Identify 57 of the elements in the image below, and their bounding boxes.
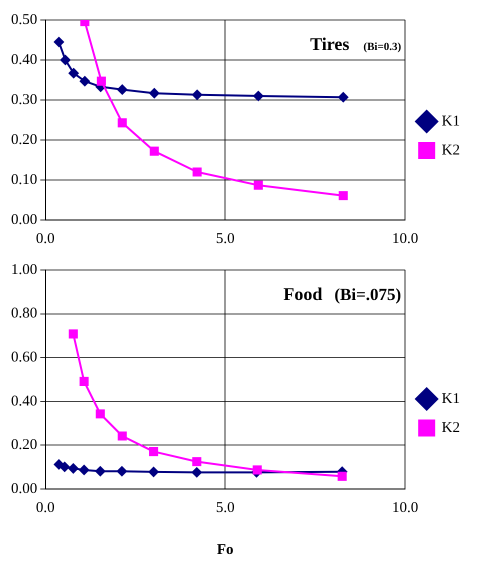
point: [252, 465, 262, 474]
point: [68, 68, 79, 78]
y-tick-label: 0.20: [11, 132, 38, 148]
point: [118, 118, 127, 128]
y-tick-label: 0.60: [11, 350, 38, 366]
point: [80, 376, 89, 386]
x-tick-label: 5.0: [216, 500, 235, 516]
y-tick-label: 0.10: [11, 172, 38, 188]
point: [118, 431, 127, 441]
point: [148, 466, 159, 477]
legend-label: K2: [442, 420, 460, 436]
point: [338, 191, 348, 200]
point: [95, 466, 106, 476]
text: Tires: [310, 34, 350, 54]
y-tick-label: 0.30: [11, 92, 38, 108]
point: [60, 462, 70, 472]
point: [149, 88, 160, 98]
y-tick-label: 0.40: [11, 52, 38, 68]
y-tick-label: 0.80: [11, 306, 38, 322]
point: [68, 463, 78, 474]
point: [192, 467, 202, 478]
point: [192, 90, 202, 100]
point: [338, 92, 348, 102]
point: [254, 180, 263, 190]
x-tick-label: 10.0: [392, 230, 418, 247]
y-tick-label: 0.20: [11, 437, 38, 454]
x-axis-title: Fo: [216, 542, 234, 558]
legend-label: K2: [442, 142, 460, 158]
point: [192, 457, 202, 466]
point: [150, 146, 159, 156]
y-tick-label: 1.00: [11, 262, 38, 278]
point: [68, 329, 78, 338]
text: (Bi=.075): [334, 285, 402, 304]
point: [96, 76, 106, 86]
point: [149, 447, 158, 456]
text: (Bi=0.3): [363, 41, 402, 53]
point: [60, 55, 70, 65]
point: [253, 91, 264, 101]
y-tick-label: 0.00: [11, 212, 38, 228]
y-tick-label: 0.00: [11, 480, 38, 497]
y-tick-label: 0.40: [11, 393, 38, 410]
point: [80, 76, 90, 86]
x-tick-label: 0.0: [36, 230, 55, 247]
legend-label: K1: [442, 390, 460, 407]
point: [54, 37, 64, 47]
point: [338, 472, 347, 481]
point: [96, 409, 105, 418]
legend-label: K1: [442, 113, 460, 130]
point: [116, 466, 127, 476]
y-tick-label: 0.50: [11, 12, 38, 28]
x-tick-label: 5.0: [216, 230, 235, 247]
x-tick-label: 0.0: [36, 500, 55, 516]
text: Food: [283, 284, 322, 304]
point: [79, 464, 90, 475]
point: [192, 167, 202, 177]
x-tick-label: 10.0: [392, 500, 418, 516]
point: [117, 84, 128, 95]
